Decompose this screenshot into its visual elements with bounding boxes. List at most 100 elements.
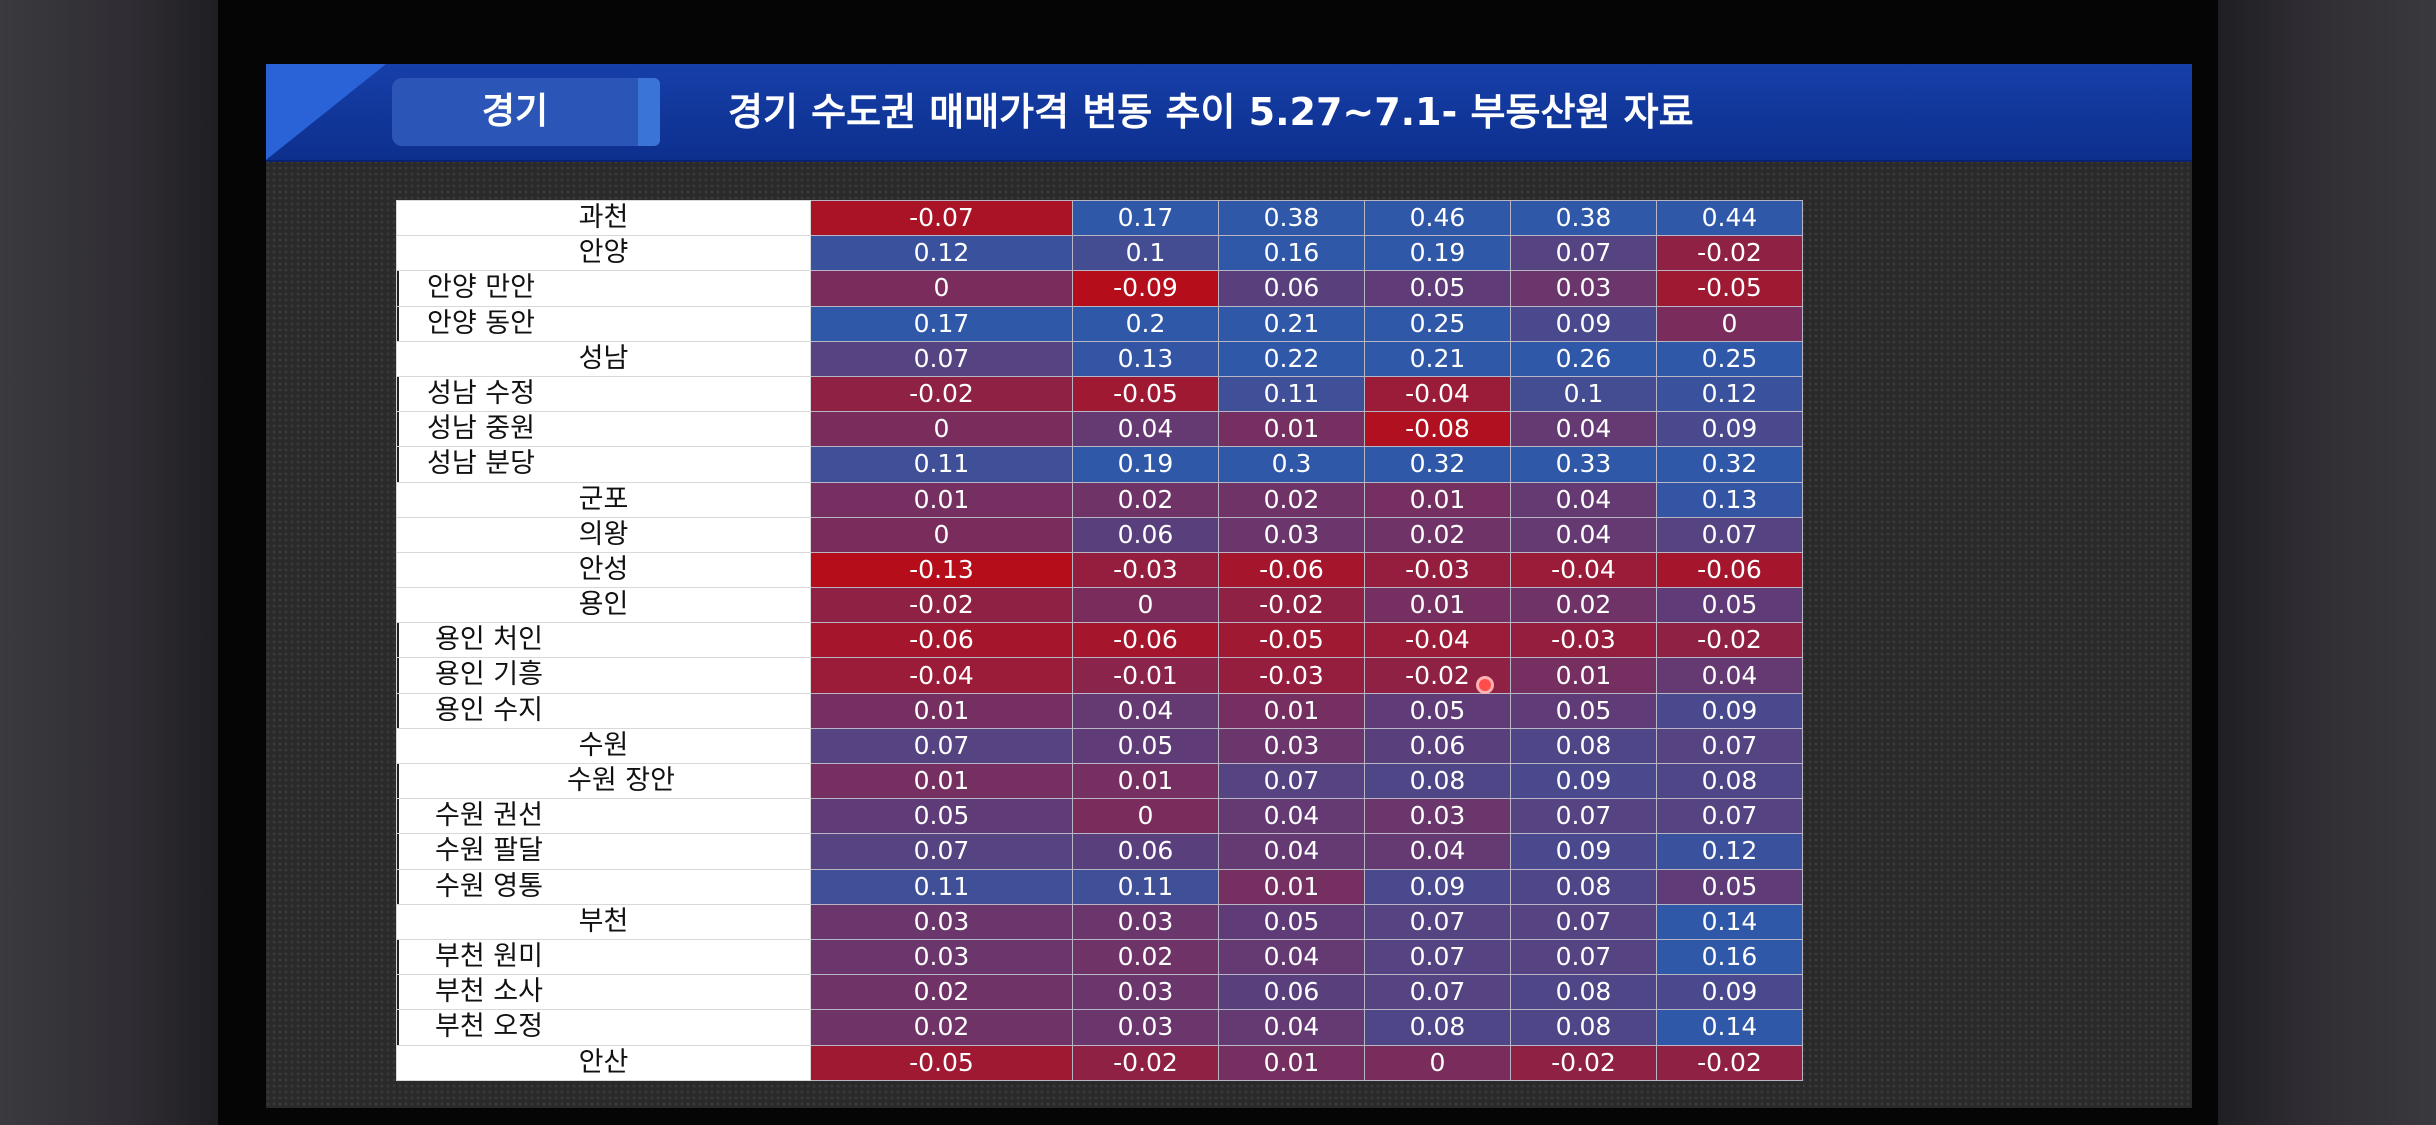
value-cell: -0.02 [810, 587, 1073, 624]
row-label: 수원 [578, 729, 629, 761]
value-cell: 0.07 [1364, 974, 1511, 1011]
value-cell: 0.21 [1218, 305, 1365, 342]
header-corner-accent [266, 64, 386, 160]
value-cell: 0.12 [1656, 833, 1803, 870]
value-cell: -0.13 [810, 551, 1073, 589]
value-cell: 0.02 [1364, 516, 1511, 553]
row-label: 부천 오정 [397, 1010, 810, 1044]
table-row: 부천 0.03 0.03 0.05 0.07 0.07 0.14 [396, 903, 1803, 940]
value-cell: -0.02 [1510, 1044, 1657, 1081]
row-label: 성남 중원 [397, 412, 810, 446]
row-label-cell: 의왕 [396, 516, 811, 553]
value-cell: 0.02 [1218, 481, 1365, 518]
row-label: 부천 소사 [397, 975, 810, 1009]
value-cell: 0.04 [1218, 798, 1365, 835]
value-cell: 0.09 [1510, 833, 1657, 870]
table-row: 용인 처인 -0.06 -0.06 -0.05 -0.04 -0.03 -0.02 [396, 622, 1803, 659]
value-cell: 0.11 [810, 446, 1073, 483]
value-cell: 0.01 [810, 692, 1073, 729]
value-cell: -0.06 [1656, 551, 1803, 589]
value-cell: 0.01 [1218, 868, 1365, 905]
value-cell: 0.04 [1364, 833, 1511, 870]
value-cell: 0 [1072, 798, 1219, 835]
value-cell: 0.11 [1072, 868, 1219, 905]
value-cell: 0.07 [1510, 798, 1657, 835]
left-backdrop [0, 0, 218, 1125]
value-cell: 0.01 [1218, 692, 1365, 729]
value-cell: -0.02 [1218, 587, 1365, 624]
row-label: 용인 처인 [397, 623, 810, 657]
row-label-cell: 용인 [396, 587, 811, 624]
table-row: 부천 원미 0.03 0.02 0.04 0.07 0.07 0.16 [396, 938, 1803, 976]
value-cell: -0.04 [1364, 375, 1511, 413]
table-row: 용인 수지 0.01 0.04 0.01 0.05 0.05 0.09 [396, 692, 1803, 729]
region-badge: 경기 [392, 78, 638, 146]
value-cell: 0.06 [1364, 727, 1511, 765]
table-row: 수원 0.07 0.05 0.03 0.06 0.08 0.07 [396, 727, 1803, 765]
table-row: 용인 기흥 -0.04 -0.01 -0.03 -0.02 0.01 0.04 [396, 657, 1803, 694]
value-cell: 0.06 [1218, 270, 1365, 307]
value-cell: -0.03 [1072, 551, 1219, 589]
value-cell: 0.14 [1656, 903, 1803, 940]
row-label-cell: 안양 만안 [396, 270, 811, 307]
row-label-cell: 성남 [396, 340, 811, 377]
row-label: 안성 [578, 553, 629, 585]
value-cell: 0.12 [1656, 375, 1803, 413]
row-label-cell: 성남 분당 [396, 446, 811, 483]
value-cell: 0.08 [1510, 727, 1657, 765]
row-label: 안산 [578, 1046, 629, 1078]
row-label-cell: 용인 수지 [396, 692, 811, 729]
value-cell: 0 [1364, 1044, 1511, 1081]
value-cell: -0.05 [810, 1044, 1073, 1081]
value-cell: -0.04 [1364, 622, 1511, 659]
row-label: 안양 동안 [397, 307, 810, 341]
value-cell: 0.08 [1510, 868, 1657, 905]
value-cell: 0.04 [1218, 938, 1365, 976]
value-cell: 0 [810, 516, 1073, 553]
value-cell: 0.08 [1364, 762, 1511, 800]
row-label-cell: 안양 동안 [396, 305, 811, 342]
row-label-cell: 과천 [396, 199, 811, 237]
table-row: 수원 팔달 0.07 0.06 0.04 0.04 0.09 0.12 [396, 833, 1803, 870]
row-label-cell: 용인 기흥 [396, 657, 811, 694]
value-cell: 0.26 [1510, 340, 1657, 377]
row-label: 안양 만안 [397, 271, 810, 306]
value-cell: -0.06 [810, 622, 1073, 659]
value-cell: -0.03 [1510, 622, 1657, 659]
value-cell: 0.44 [1656, 199, 1803, 237]
row-label-cell: 수원 [396, 727, 811, 765]
value-cell: 0.03 [1072, 974, 1219, 1011]
table-row: 군포 0.01 0.02 0.02 0.01 0.04 0.13 [396, 481, 1803, 518]
value-cell: 0.04 [1072, 411, 1219, 448]
value-cell: 0.08 [1364, 1009, 1511, 1046]
value-cell: 0.05 [1218, 903, 1365, 940]
value-cell: 0.19 [1364, 235, 1511, 272]
value-cell: 0.03 [1510, 270, 1657, 307]
table-row: 성남 중원 0 0.04 0.01 -0.08 0.04 0.09 [396, 411, 1803, 448]
value-cell: 0.13 [1656, 481, 1803, 518]
value-cell: 0.04 [1218, 833, 1365, 870]
value-cell: 0.1 [1072, 235, 1219, 272]
row-label: 용인 수지 [397, 694, 810, 728]
row-label: 의왕 [578, 518, 629, 550]
value-cell: 0.19 [1072, 446, 1219, 483]
value-cell: 0.04 [1072, 692, 1219, 729]
value-cell: 0.3 [1218, 446, 1365, 483]
value-cell: 0.09 [1656, 974, 1803, 1011]
table-row: 수원 장안 0.01 0.01 0.07 0.08 0.09 0.08 [396, 762, 1803, 800]
value-cell: 0.21 [1364, 340, 1511, 377]
value-cell: 0.08 [1510, 974, 1657, 1011]
row-label-cell: 용인 처인 [396, 622, 811, 659]
value-cell: 0.01 [1364, 481, 1511, 518]
value-cell: 0.25 [1364, 305, 1511, 342]
row-label-cell: 안양 [396, 235, 811, 272]
value-cell: 0.06 [1072, 516, 1219, 553]
value-cell: 0.07 [1656, 516, 1803, 553]
region-badge-tip [638, 78, 660, 146]
row-label: 부천 원미 [397, 940, 810, 974]
value-cell: 0.07 [1656, 798, 1803, 835]
value-cell: -0.07 [810, 199, 1073, 237]
row-label: 수원 영통 [397, 870, 810, 904]
row-label: 성남 수정 [397, 377, 810, 411]
pointer-indicator [1476, 676, 1494, 694]
